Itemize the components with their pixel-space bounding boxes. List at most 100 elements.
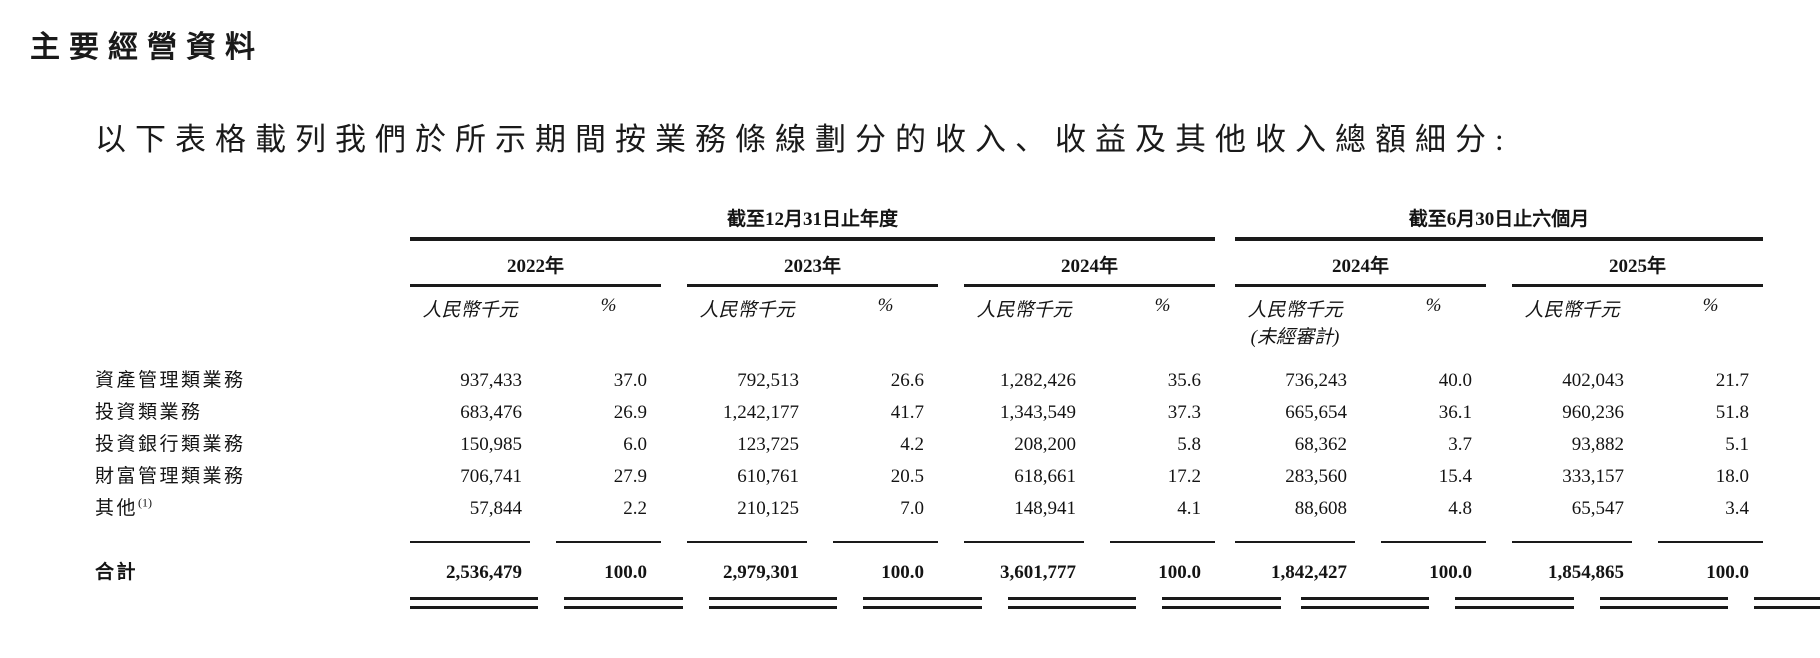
row-label: 投資銀行類業務 [95, 434, 246, 456]
unit-label: 人民幣千元 [976, 300, 1072, 322]
cell-percent: 37.3 [1167, 402, 1201, 424]
year-header-2024: 2024年 [964, 241, 1215, 288]
cell-amount: 1,242,177 [723, 402, 799, 424]
cell-total-percent: 100.0 [604, 562, 647, 584]
cell-percent: 3.4 [1725, 498, 1749, 520]
row-label: 其他(1) [95, 493, 410, 525]
cell-amount: 68,362 [1294, 434, 1347, 456]
document-page: 主要經營資料 以下表格載列我們於所示期間按業務條線劃分的收入、收益及其他收入總額… [30, 31, 1820, 610]
percent-label: % [1425, 295, 1442, 317]
year-header-2022: 2022年 [410, 241, 661, 288]
cell-percent: 15.4 [1438, 466, 1472, 488]
percent-label: % [1702, 295, 1719, 317]
cell-percent: 7.0 [900, 498, 924, 520]
cell-amount: 283,560 [1285, 466, 1347, 488]
cell-amount: 65,547 [1571, 498, 1624, 520]
cell-percent: 27.9 [613, 466, 647, 488]
cell-amount: 148,941 [1014, 498, 1076, 520]
unit-header-row: 人民幣千元 % 人民幣千元 % 人民幣千元 % 人民幣千元 (未經審計) % 人… [95, 287, 1790, 349]
cell-amount: 210,125 [737, 498, 799, 520]
cell-percent: 17.2 [1167, 466, 1201, 488]
cell-total-amount: 2,536,479 [446, 562, 522, 584]
page-title: 主要經營資料 [30, 31, 264, 64]
unit-label: 人民幣千元 [1524, 300, 1620, 322]
year-header-row: 2022年 2023年 2024年 2024年 2025年 [95, 241, 1790, 288]
cell-amount: 93,882 [1571, 434, 1624, 456]
cell-amount: 208,200 [1014, 434, 1076, 456]
cell-percent: 26.9 [613, 402, 647, 424]
cell-amount: 618,661 [1014, 466, 1076, 488]
cell-amount: 88,608 [1294, 498, 1347, 520]
group-header-row: 截至12月31日止年度 截至6月30日止六個月 [95, 204, 1790, 242]
cell-percent: 41.7 [890, 402, 924, 424]
row-label: 財富管理類業務 [95, 466, 246, 488]
cell-amount: 150,985 [460, 434, 522, 456]
row-label: 投資類業務 [95, 402, 203, 424]
cell-total-amount: 2,979,301 [723, 562, 799, 584]
total-label: 合計 [95, 562, 139, 584]
cell-percent: 18.0 [1715, 466, 1749, 488]
table-row-investment-banking: 投資銀行類業務 150,985 6.0 123,725 4.2 208,200 … [95, 429, 1790, 461]
table-row-total: 合計 2,536,479 100.0 2,979,301 100.0 3,601… [95, 557, 1790, 589]
cell-percent: 4.8 [1448, 498, 1472, 520]
footnote-marker: (1) [138, 495, 153, 510]
cell-percent: 37.0 [613, 370, 647, 392]
cell-percent: 20.5 [890, 466, 924, 488]
cell-percent: 2.2 [623, 498, 647, 520]
percent-label: % [600, 295, 617, 317]
operating-data-table: 截至12月31日止年度 截至6月30日止六個月 2022年 2023年 2024… [95, 204, 1820, 610]
intro-paragraph: 以下表格載列我們於所示期間按業務條線劃分的收入、收益及其他收入總額細分: [95, 122, 1513, 157]
unit-label: 人民幣千元 [699, 300, 795, 322]
cell-percent: 6.0 [623, 434, 647, 456]
cell-amount: 1,343,549 [1000, 402, 1076, 424]
percent-label: % [1154, 295, 1171, 317]
unit-label: 人民幣千元 [422, 300, 518, 322]
year-header-2023: 2023年 [687, 241, 938, 288]
cell-amount: 706,741 [460, 466, 522, 488]
cell-percent: 4.2 [900, 434, 924, 456]
cell-percent: 5.8 [1177, 434, 1201, 456]
group-header-interim: 截至6月30日止六個月 [1235, 204, 1763, 242]
cell-amount: 792,513 [737, 370, 799, 392]
percent-label: % [877, 295, 894, 317]
cell-amount: 333,157 [1562, 466, 1624, 488]
table-row-others: 其他(1) 57,844 2.2 210,125 7.0 148,941 4.1… [95, 493, 1790, 525]
cell-amount: 960,236 [1562, 402, 1624, 424]
cell-percent: 35.6 [1167, 370, 1201, 392]
table-row-investment: 投資類業務 683,476 26.9 1,242,177 41.7 1,343,… [95, 397, 1790, 429]
cell-total-amount: 1,854,865 [1548, 562, 1624, 584]
cell-percent: 51.8 [1715, 402, 1749, 424]
cell-amount: 402,043 [1562, 370, 1624, 392]
cell-total-percent: 100.0 [881, 562, 924, 584]
cell-total-percent: 100.0 [1429, 562, 1472, 584]
cell-amount: 57,844 [469, 498, 522, 520]
cell-percent: 26.6 [890, 370, 924, 392]
cell-total-percent: 100.0 [1158, 562, 1201, 584]
unit-label: 人民幣千元 [1247, 300, 1343, 322]
unit-label-unaudited: 人民幣千元 (未經審計) [1235, 287, 1355, 349]
cell-amount: 665,654 [1285, 402, 1347, 424]
year-header-2025-interim: 2025年 [1512, 241, 1763, 288]
cell-total-amount: 1,842,427 [1271, 562, 1347, 584]
cell-amount: 123,725 [737, 434, 799, 456]
group-header-annual: 截至12月31日止年度 [410, 204, 1215, 242]
cell-percent: 36.1 [1438, 402, 1472, 424]
table-row-wealth-management: 財富管理類業務 706,741 27.9 610,761 20.5 618,66… [95, 461, 1790, 493]
table-row-asset-management: 資產管理類業務 937,433 37.0 792,513 26.6 1,282,… [95, 365, 1790, 397]
total-double-rule-row [95, 597, 1820, 610]
cell-percent: 5.1 [1725, 434, 1749, 456]
cell-percent: 3.7 [1448, 434, 1472, 456]
year-header-2024-interim: 2024年 [1235, 241, 1486, 288]
cell-percent: 4.1 [1177, 498, 1201, 520]
cell-percent: 21.7 [1715, 370, 1749, 392]
cell-amount: 736,243 [1285, 370, 1347, 392]
cell-amount: 610,761 [737, 466, 799, 488]
unaudited-note: (未經審計) [1250, 327, 1340, 349]
cell-total-amount: 3,601,777 [1000, 562, 1076, 584]
cell-amount: 937,433 [460, 370, 522, 392]
subtotal-rule-row [95, 541, 1790, 544]
cell-amount: 1,282,426 [1000, 370, 1076, 392]
cell-percent: 40.0 [1438, 370, 1472, 392]
row-label: 資產管理類業務 [95, 370, 246, 392]
cell-amount: 683,476 [460, 402, 522, 424]
